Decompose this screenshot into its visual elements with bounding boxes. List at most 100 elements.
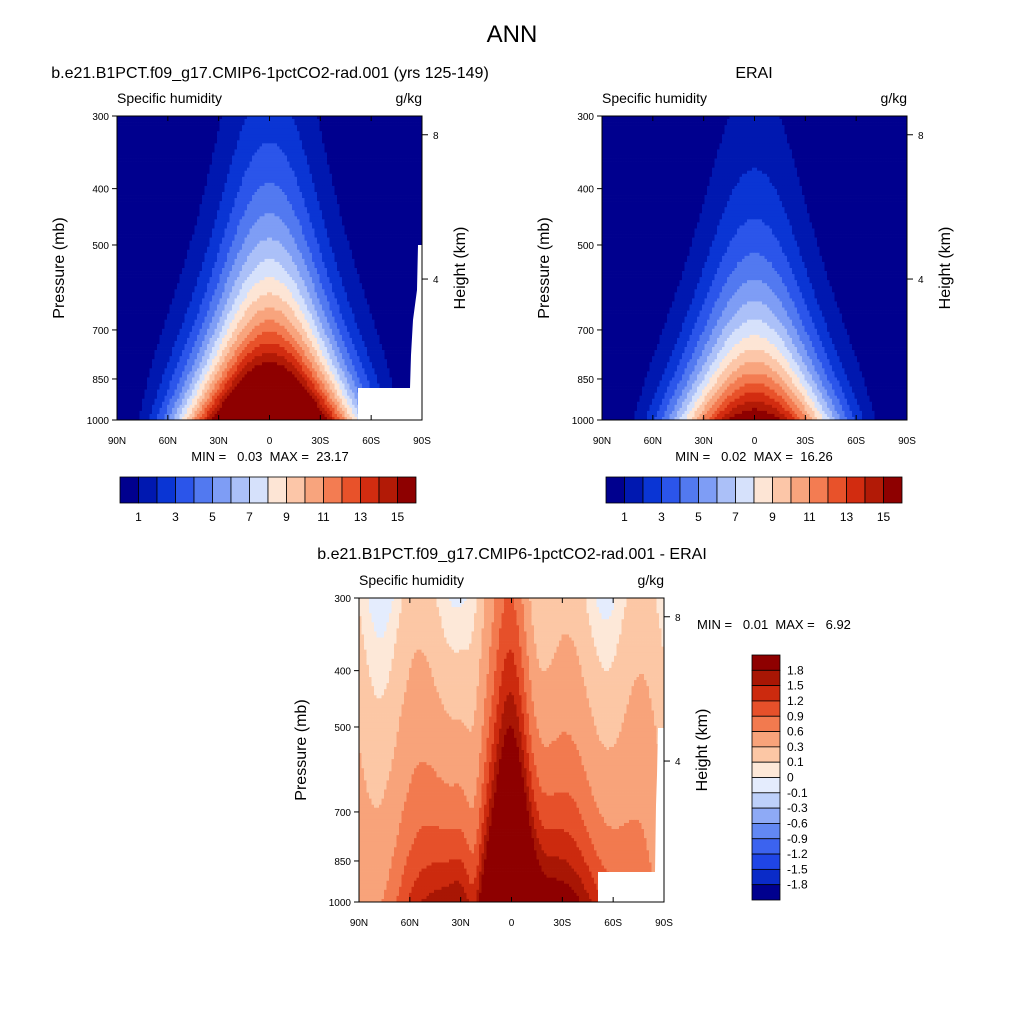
x-tick-label: 90N [593, 436, 611, 447]
colorbar-label: 13 [354, 510, 368, 524]
right-tick-label: 4 [675, 757, 681, 768]
colorbar-label: 3 [658, 510, 665, 524]
colorbar-swatch [606, 477, 625, 503]
x-tick-label: 30N [209, 436, 227, 447]
colorbar-label: 0 [787, 771, 794, 785]
colorbar-swatch [625, 477, 644, 503]
colorbar-swatch [287, 477, 306, 503]
colorbar-swatch [752, 686, 780, 701]
colorbar-swatch [268, 477, 287, 503]
colorbar-label: 1.8 [787, 663, 804, 677]
y-tick-label: 300 [334, 594, 351, 605]
colorbar-label: 7 [732, 510, 739, 524]
colorbar-swatch [717, 477, 736, 503]
x-tick-label: 60N [159, 436, 177, 447]
colorbar-swatch [791, 477, 810, 503]
colorbar-swatch [305, 477, 324, 503]
colorbar-swatch [752, 716, 780, 731]
colorbar-swatch [699, 477, 718, 503]
y-tick-label: 400 [92, 185, 109, 196]
colorbar-swatch [752, 778, 780, 793]
colorbar-swatch [752, 747, 780, 762]
units-label: g/kg [638, 572, 664, 588]
colorbar-swatch [662, 477, 681, 503]
colorbar-swatch [752, 869, 780, 884]
colorbar: 1 3 5 7 9 11 13 15 [120, 477, 416, 524]
figure-title: ANN [487, 21, 538, 48]
units-label: g/kg [396, 90, 422, 106]
colorbar-swatch [361, 477, 380, 503]
colorbar-label: 9 [769, 510, 776, 524]
colorbar-swatch [752, 839, 780, 854]
y-tick-label: 1000 [329, 898, 352, 909]
colorbar-swatch [847, 477, 866, 503]
colorbar-label: 1.2 [787, 694, 804, 708]
panel-obs: ERAI Specific humidity g/kg 90N 60N 30N 0 30… [536, 65, 954, 524]
y-tick-label: 850 [92, 375, 109, 386]
colorbar-swatch [194, 477, 213, 503]
colorbar-swatch [139, 477, 158, 503]
colorbar-swatch [398, 477, 417, 503]
colorbar-label: 0.1 [787, 755, 804, 769]
y-tick-label: 500 [92, 241, 109, 252]
x-tick-label: 60S [604, 918, 622, 929]
colorbar-label: 15 [391, 510, 405, 524]
colorbar-label: -1.8 [787, 878, 808, 892]
y-tick-label: 1000 [572, 416, 595, 427]
colorbar-swatch [754, 477, 773, 503]
panel-model: b.e21.B1PCT.f09_g17.CMIP6-1pctCO2-rad.00… [51, 65, 489, 524]
colorbar-label: 11 [317, 510, 330, 524]
y-tick-label: 850 [577, 375, 594, 386]
y-axis-label: Pressure (mb) [51, 217, 68, 318]
colorbar-label: 1 [135, 510, 142, 524]
x-tick-label: 30S [796, 436, 814, 447]
colorbar-swatch [752, 762, 780, 777]
panel-diff: b.e21.B1PCT.f09_g17.CMIP6-1pctCO2-rad.00… [293, 546, 851, 929]
colorbar-label: -1.2 [787, 847, 808, 861]
colorbar-swatch [752, 655, 780, 670]
colorbar-swatch [810, 477, 829, 503]
y-tick-label: 850 [334, 857, 351, 868]
colorbar-label: -0.1 [787, 786, 808, 800]
units-label: g/kg [881, 90, 907, 106]
y-tick-label: 700 [334, 808, 351, 819]
y-tick-label: 700 [92, 326, 109, 337]
colorbar-swatch [176, 477, 195, 503]
y-axis-label: Pressure (mb) [536, 217, 553, 318]
min-max-label: MIN = 0.02 MAX = 16.26 [675, 449, 833, 464]
min-max-label: MIN = 0.03 MAX = 23.17 [191, 449, 349, 464]
colorbar-label: 0.9 [787, 709, 804, 723]
colorbar-swatch [213, 477, 232, 503]
right-tick-label: 4 [918, 275, 924, 286]
right-tick-label: 8 [918, 131, 924, 142]
colorbar-label: 7 [246, 510, 253, 524]
colorbar-swatch [643, 477, 662, 503]
y-tick-label: 400 [334, 667, 351, 678]
colorbar-swatch [752, 823, 780, 838]
colorbar-swatch [773, 477, 792, 503]
colorbar-label: 5 [209, 510, 216, 524]
colorbar-label: 0.6 [787, 725, 804, 739]
y-tick-label: 1000 [87, 416, 110, 427]
x-tick-label: 90N [350, 918, 368, 929]
colorbar-swatch [752, 885, 780, 900]
colorbar-label: 11 [803, 510, 816, 524]
colorbar: 1 3 5 7 9 11 13 15 [606, 477, 902, 524]
x-tick-label: 90S [898, 436, 916, 447]
x-tick-label: 60N [644, 436, 662, 447]
colorbar-label: -0.3 [787, 801, 808, 815]
colorbar-swatch [680, 477, 699, 503]
x-tick-label: 60S [847, 436, 865, 447]
colorbar-swatch [379, 477, 398, 503]
variable-label: Specific humidity [117, 90, 222, 106]
colorbar-label: 15 [877, 510, 891, 524]
contour-field [117, 116, 422, 420]
right-axis-label: Height (km) [452, 227, 469, 310]
contour-field [602, 116, 907, 420]
y-axis-label: Pressure (mb) [293, 699, 310, 800]
right-tick-label: 8 [675, 613, 681, 624]
colorbar-label: 0.3 [787, 740, 804, 754]
colorbar-swatch [250, 477, 269, 503]
colorbar-swatch [884, 477, 903, 503]
